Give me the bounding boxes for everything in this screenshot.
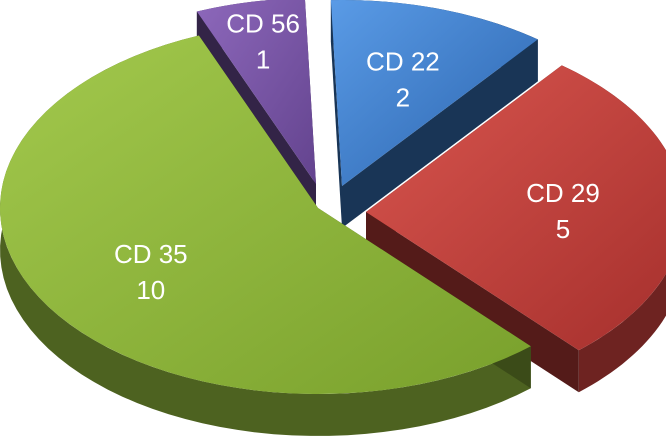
pie-slice-cd-22 xyxy=(330,0,538,187)
slice-label-name-cd-35: CD 35 xyxy=(114,239,188,269)
slice-label-name-cd-22: CD 22 xyxy=(366,46,440,76)
slice-label-value-cd-56: 1 xyxy=(256,45,270,75)
slice-label-value-cd-22: 2 xyxy=(396,82,410,112)
pie-slice-cd-29 xyxy=(366,65,666,351)
pie-slice-cd-56 xyxy=(196,0,316,184)
slice-label-name-cd-56: CD 56 xyxy=(226,9,300,39)
slice-label-name-cd-29: CD 29 xyxy=(526,178,600,208)
pie-slice-cd-35 xyxy=(0,35,531,394)
slice-label-value-cd-35: 10 xyxy=(136,275,165,305)
slice-label-value-cd-29: 5 xyxy=(556,214,570,244)
